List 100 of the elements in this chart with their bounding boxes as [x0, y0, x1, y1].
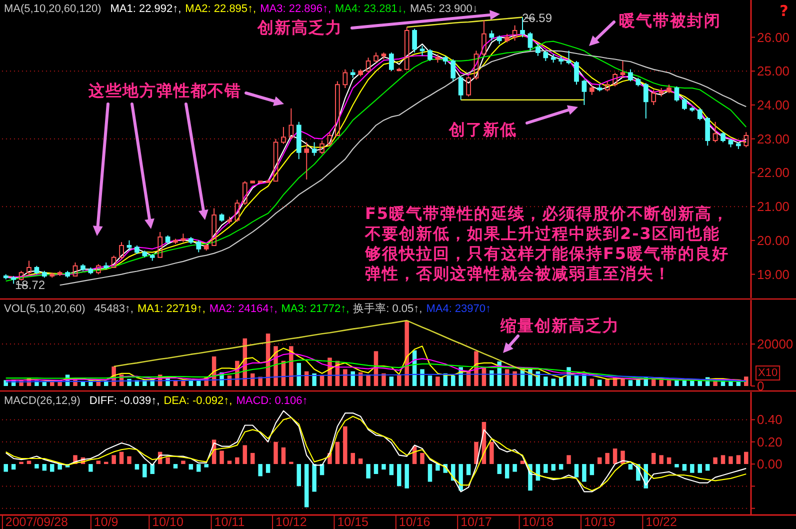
bar [227, 460, 232, 464]
bar [612, 448, 618, 464]
bar [19, 462, 24, 464]
candlestick [281, 126, 286, 144]
bar [728, 456, 733, 464]
candlestick [435, 54, 440, 64]
candlestick [374, 52, 378, 64]
bar [350, 452, 355, 464]
candlestick [204, 243, 209, 252]
candlestick [558, 55, 564, 65]
candlestick [42, 270, 47, 278]
bar [289, 462, 294, 464]
candlestick [412, 28, 417, 53]
text: MA3: 21772↑, [281, 303, 350, 315]
candlestick [96, 264, 101, 275]
candlestick [420, 45, 425, 56]
bar [404, 320, 409, 386]
candlestick [312, 142, 317, 156]
candlestick [674, 86, 680, 102]
candlestick [658, 88, 664, 98]
candlestick [320, 140, 324, 155]
candlestick [442, 55, 448, 65]
bar [420, 452, 424, 464]
y-tick-label: 24.00 [757, 97, 790, 112]
bar [320, 376, 324, 386]
candlestick [712, 121, 718, 143]
axis-unit-box: X10 [756, 366, 780, 380]
text: MA5: 23.900↓ [410, 3, 478, 15]
candlestick [3, 274, 8, 280]
bar [34, 464, 39, 468]
bar [181, 460, 186, 464]
bar [142, 464, 147, 478]
bar [173, 464, 178, 468]
candlestick [158, 231, 163, 258]
candlestick [736, 142, 741, 150]
candlestick [705, 116, 710, 146]
candlestick [381, 52, 386, 60]
text: MA1: 22.992↑, [110, 3, 182, 15]
bar [312, 464, 316, 492]
candlestick [474, 50, 479, 80]
x-tick-label: 10/17 [460, 515, 492, 529]
candlestick [528, 32, 533, 52]
text: MA3: 22.896↑, [260, 3, 332, 15]
bar [512, 464, 517, 472]
chart-title: MACD(26,12,9) [4, 395, 80, 407]
bar [558, 464, 564, 470]
bar [544, 376, 548, 386]
candlestick [482, 20, 486, 56]
bar [574, 464, 579, 478]
bar [598, 457, 602, 464]
bar [366, 464, 370, 478]
bar [744, 376, 748, 386]
candlestick [296, 121, 302, 160]
candlestick [266, 178, 270, 184]
bar [620, 378, 625, 386]
candlestick [358, 68, 364, 77]
bar [204, 464, 208, 468]
candlestick [628, 68, 633, 82]
candlestick [466, 76, 471, 98]
x-tick-label: 10/19 [584, 515, 616, 529]
candlestick [388, 52, 394, 72]
bar [428, 464, 432, 482]
candlestick [728, 138, 734, 148]
bar [358, 458, 363, 464]
bar [181, 380, 186, 386]
x-tick-label: 10/11 [214, 515, 245, 529]
bar [720, 455, 726, 464]
candlestick [212, 208, 216, 246]
candlestick [651, 89, 656, 106]
bar [466, 464, 471, 476]
text: MA4: 23970↑ [426, 303, 492, 315]
candlestick [589, 84, 594, 96]
bar [428, 376, 432, 386]
bar [350, 371, 355, 386]
bar [397, 464, 402, 486]
candlestick [690, 106, 695, 112]
candlestick [496, 35, 502, 45]
candlestick [57, 270, 62, 276]
bar [11, 464, 16, 470]
annotation: 18.72 [14, 278, 46, 292]
bar [666, 457, 672, 464]
y-tick-label: 26.00 [757, 30, 790, 45]
candlestick [536, 44, 540, 56]
candlestick [366, 57, 371, 74]
bar [490, 370, 494, 386]
candlestick [396, 67, 402, 72]
y-tick-label: 19.00 [757, 266, 790, 282]
text: ? [780, 2, 788, 20]
candlestick [65, 270, 70, 278]
bar [474, 442, 478, 464]
y-tick-label: 20.00 [757, 232, 790, 248]
x-tick-label: 2007/09/28 [5, 515, 68, 529]
line-series [5, 359, 747, 382]
x-tick-label: 10/22 [646, 515, 678, 529]
candlestick [26, 260, 32, 275]
bar [343, 426, 348, 464]
candlestick [682, 98, 687, 111]
candlestick [489, 30, 494, 42]
bar [690, 464, 694, 473]
bar [551, 378, 556, 386]
